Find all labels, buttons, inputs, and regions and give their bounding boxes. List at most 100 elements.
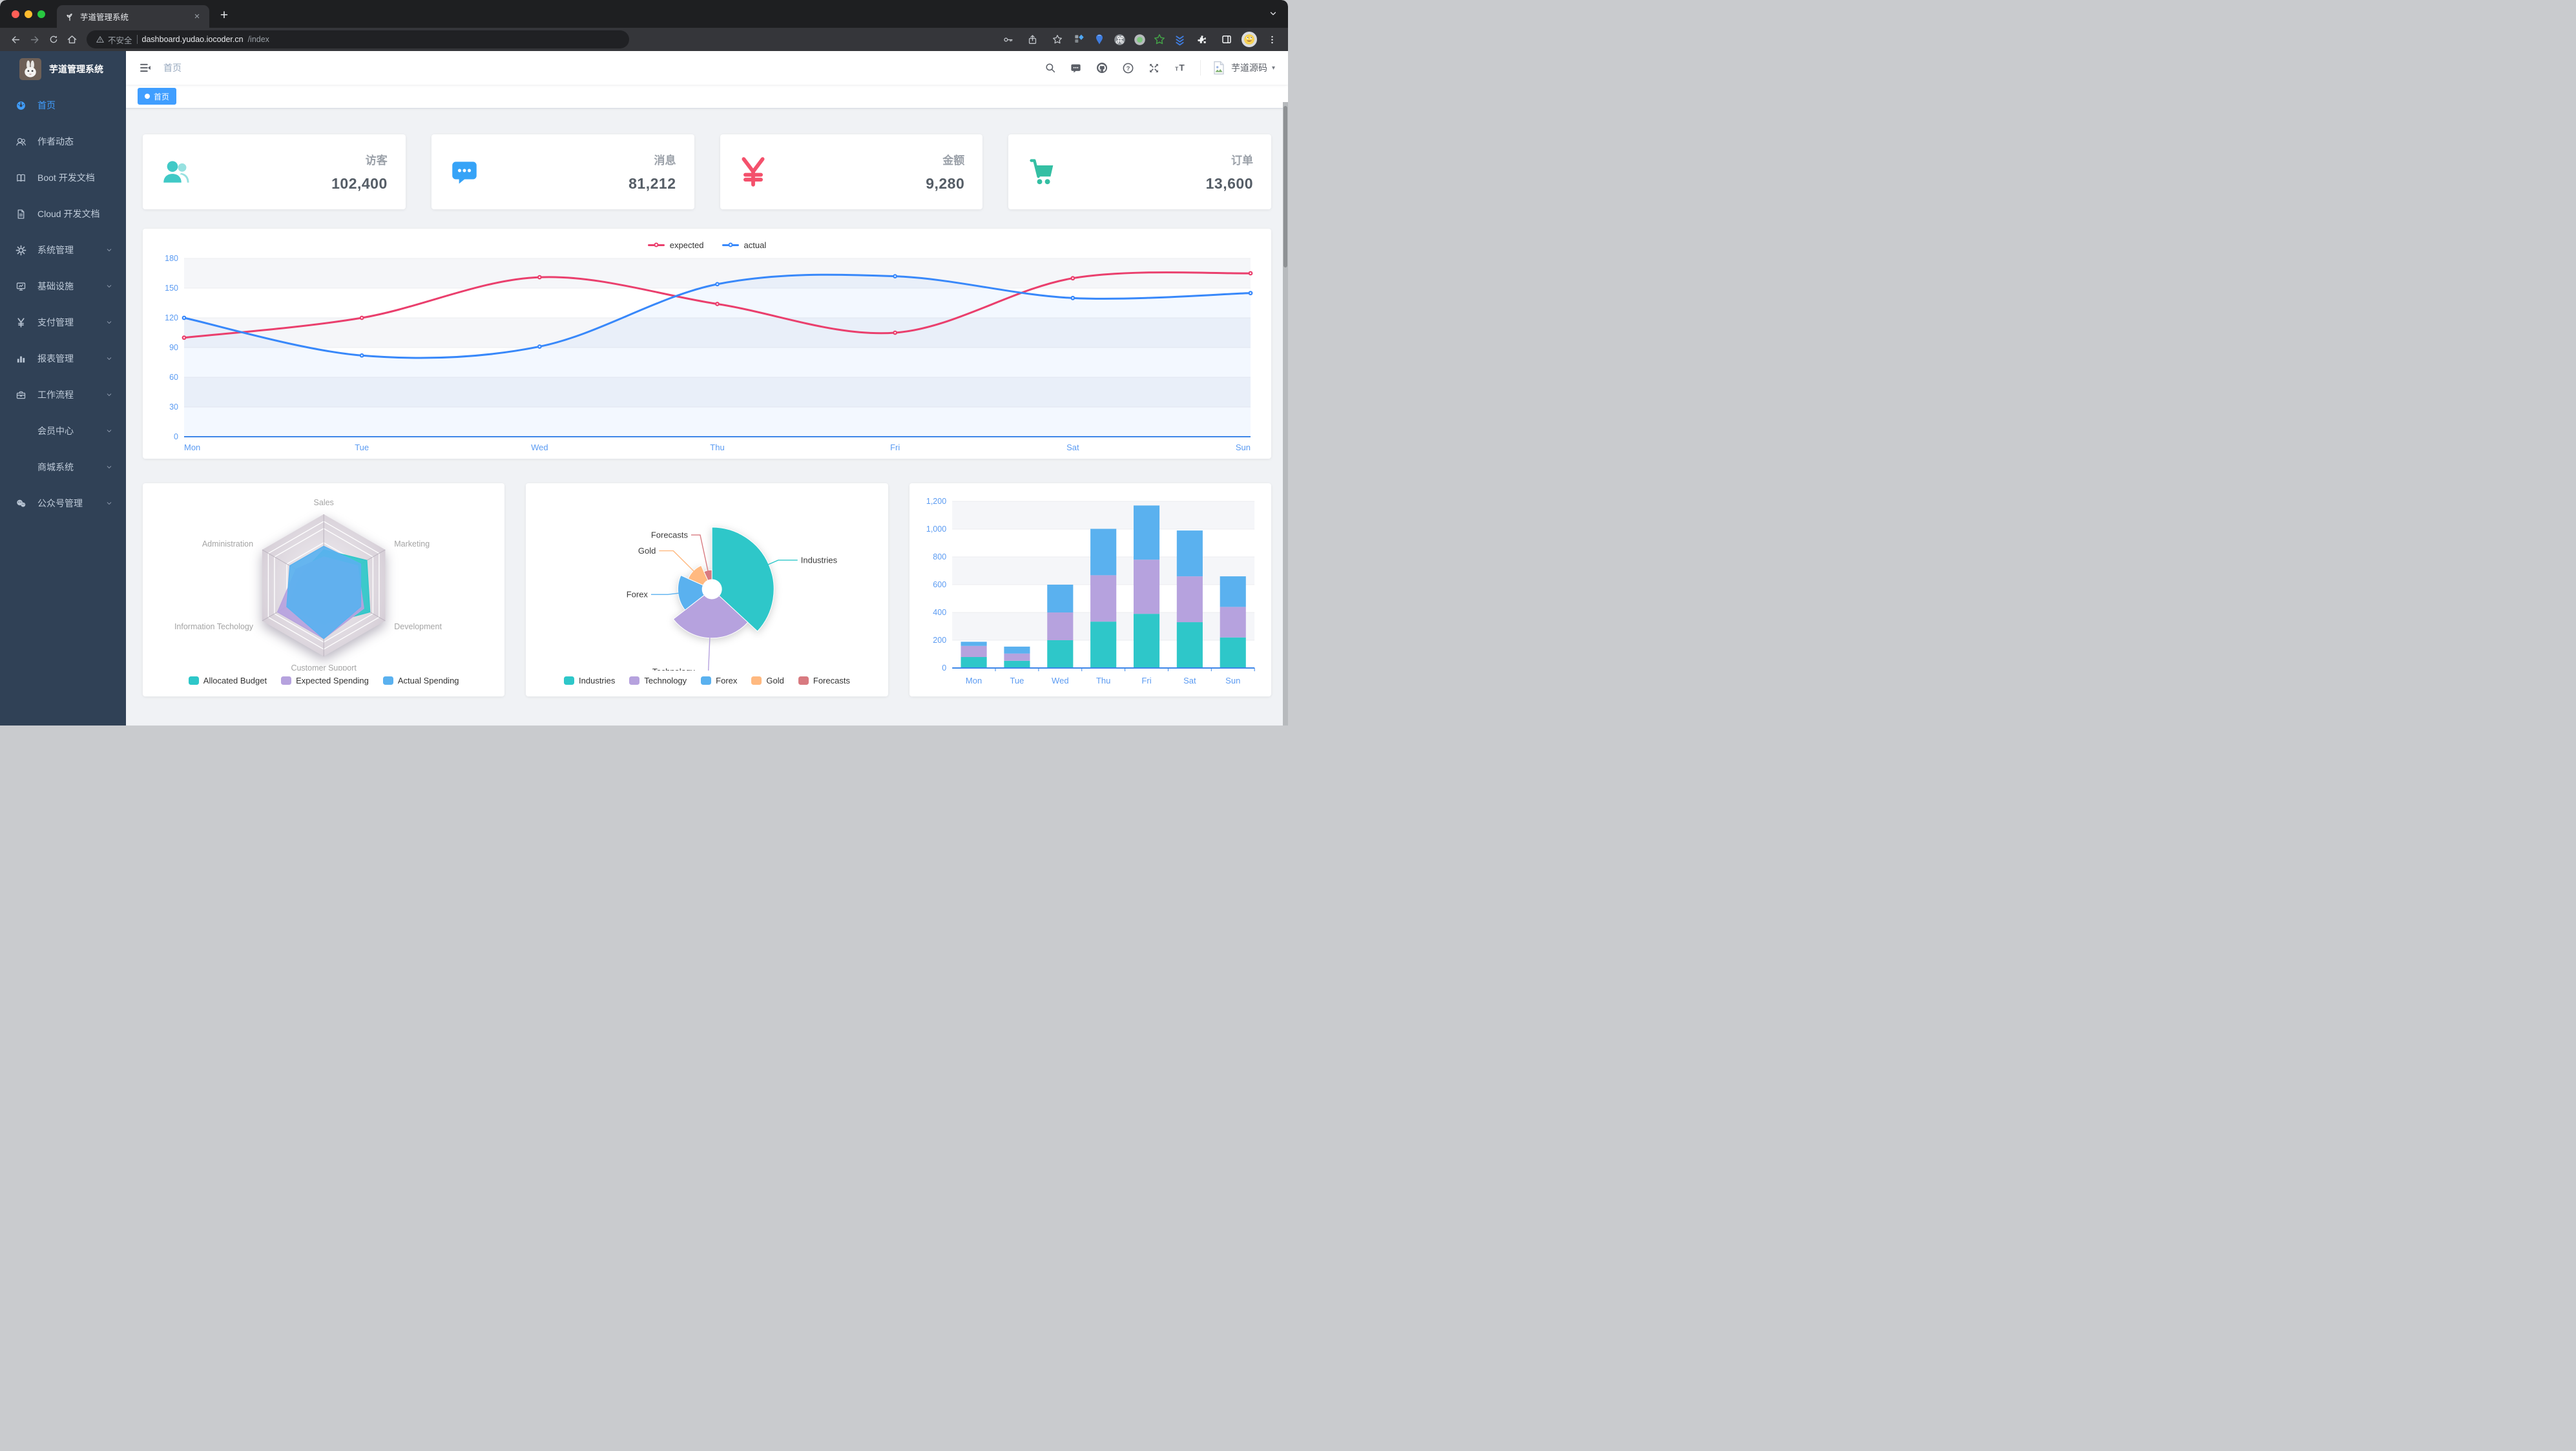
- reload-button[interactable]: [44, 30, 63, 49]
- search-icon[interactable]: [1044, 62, 1056, 74]
- chevron-down-icon: [105, 282, 113, 290]
- sidebar-item-boot-docs[interactable]: Boot 开发文档: [0, 160, 126, 196]
- window-close-button[interactable]: [12, 10, 19, 18]
- svg-text:120: 120: [165, 313, 178, 322]
- password-key-icon[interactable]: [999, 30, 1017, 49]
- legend-item-forex[interactable]: Forex: [701, 676, 737, 685]
- legend-item-industries[interactable]: Industries: [564, 676, 615, 685]
- sidebar-item-payment[interactable]: 支付管理: [0, 304, 126, 340]
- browser-chrome: 芋道管理系统 × + 不安全 dashboard.yudao.iocoder.c…: [0, 0, 1288, 51]
- extensions-puzzle-icon[interactable]: [1192, 30, 1211, 49]
- legend-item-technology[interactable]: Technology: [629, 676, 687, 685]
- stat-card-visitors[interactable]: 访客 102,400: [143, 134, 406, 209]
- svg-text:0: 0: [942, 663, 946, 673]
- sidebar-item-workflow[interactable]: 工作流程: [0, 377, 126, 413]
- browser-profile-avatar[interactable]: [1241, 32, 1257, 47]
- tab-search-chevron-icon[interactable]: [1269, 9, 1278, 21]
- legend-item-allocated-budget[interactable]: Allocated Budget: [188, 676, 267, 685]
- svg-text:180: 180: [165, 254, 178, 263]
- bookmark-star-icon[interactable]: [1048, 30, 1066, 49]
- window-zoom-button[interactable]: [37, 10, 45, 18]
- svg-text:T: T: [1175, 66, 1178, 72]
- line-chart: 0 30 60 90 120 150 180 Mon Tue Wed Thu Fri Sat Sun: [165, 254, 1253, 452]
- extension-grid-icon[interactable]: [1072, 32, 1086, 47]
- window-minimize-button[interactable]: [25, 10, 32, 18]
- legend-item-actual[interactable]: actual: [722, 240, 766, 250]
- sidebar-item-home[interactable]: 首页: [0, 87, 126, 123]
- chevron-down-icon: [105, 355, 113, 362]
- stats-row: 访客 102,400 消息 81,212 金额 9,280 订单 13,600: [143, 134, 1271, 209]
- not-secure-indicator[interactable]: 不安全: [96, 34, 132, 46]
- help-icon[interactable]: ?: [1122, 62, 1134, 74]
- hamburger-icon[interactable]: [139, 61, 152, 74]
- breadcrumb[interactable]: 首页: [163, 63, 182, 73]
- extension-recorder-icon[interactable]: [1132, 32, 1147, 47]
- fullscreen-icon[interactable]: [1148, 62, 1160, 74]
- dashboard-icon: [14, 100, 27, 111]
- share-icon[interactable]: [1023, 30, 1042, 49]
- sidebar-item-infra[interactable]: 基础设施: [0, 268, 126, 304]
- url-bar[interactable]: 不安全 dashboard.yudao.iocoder.cn/index: [87, 30, 629, 48]
- sidebar-item-label: 公众号管理: [37, 498, 83, 508]
- sidebar-logo[interactable]: 芋道管理系统: [0, 51, 126, 87]
- svg-text:90: 90: [169, 343, 178, 352]
- sidebar-item-system[interactable]: 系统管理: [0, 232, 126, 268]
- back-button[interactable]: [6, 30, 25, 49]
- svg-text:Thu: Thu: [1096, 676, 1110, 685]
- sidebar-item-mall[interactable]: 商城系统: [0, 449, 126, 485]
- message-icon[interactable]: [1070, 62, 1082, 74]
- svg-text:600: 600: [933, 580, 946, 589]
- chevron-down-icon: [105, 463, 113, 471]
- legend-item-actual-spending[interactable]: Actual Spending: [382, 676, 459, 685]
- github-icon[interactable]: [1096, 61, 1108, 74]
- monitor-icon: [14, 281, 27, 292]
- scrollbar-thumb[interactable]: [1283, 106, 1287, 267]
- browser-tab[interactable]: 芋道管理系统 ×: [57, 5, 209, 28]
- forward-button[interactable]: [25, 30, 44, 49]
- legend-item-gold[interactable]: Gold: [751, 676, 784, 685]
- bottom-charts-row: Sales Administration Information Techology…: [143, 483, 1271, 696]
- svg-text:Administration: Administration: [202, 539, 253, 548]
- chevron-down-icon: [105, 499, 113, 507]
- extension-balloon-icon[interactable]: [1092, 32, 1106, 47]
- document-icon: [14, 209, 27, 220]
- stat-card-orders[interactable]: 订单 13,600: [1008, 134, 1271, 209]
- svg-text:Industries: Industries: [801, 556, 838, 565]
- wechat-icon: [14, 498, 27, 509]
- sidebar-item-member[interactable]: 会员中心: [0, 413, 126, 449]
- new-tab-button[interactable]: +: [220, 8, 229, 23]
- chart-bar-icon: [14, 353, 27, 364]
- chevron-down-icon: ▾: [1271, 64, 1275, 72]
- browser-menu-icon[interactable]: [1263, 30, 1282, 49]
- line-chart-card: expected actual 0 30 60 90 120 150 180 Mon Tue Wed…: [143, 229, 1271, 459]
- sidebar: 芋道管理系统 首页 作者动态 Boot 开发文档 Cloud 开发文档 系统管理 基础设施…: [0, 51, 126, 725]
- book-icon: [14, 172, 27, 183]
- legend-item-forecasts[interactable]: Forecasts: [798, 676, 850, 685]
- side-panel-icon[interactable]: [1217, 30, 1236, 49]
- svg-text:?: ?: [1127, 65, 1130, 71]
- tab-close-icon[interactable]: ×: [194, 11, 200, 22]
- svg-text:Wed: Wed: [1052, 676, 1069, 685]
- legend-item-expected[interactable]: expected: [647, 240, 704, 250]
- tag-home[interactable]: 首页: [138, 88, 177, 105]
- extension-chevrons-icon[interactable]: [1172, 32, 1187, 47]
- url-host: dashboard.yudao.iocoder.cn: [141, 35, 244, 44]
- radar-chart-card: Sales Administration Information Techology…: [143, 483, 505, 696]
- extension-star-icon[interactable]: [1152, 32, 1167, 47]
- sidebar-item-author-news[interactable]: 作者动态: [0, 123, 126, 160]
- legend-item-expected-spending[interactable]: Expected Spending: [281, 676, 369, 685]
- svg-text:Fri: Fri: [1141, 676, 1151, 685]
- home-button[interactable]: [63, 30, 81, 49]
- stat-card-messages[interactable]: 消息 81,212: [431, 134, 694, 209]
- extension-command-icon[interactable]: [1112, 32, 1127, 47]
- svg-text:Sun: Sun: [1225, 676, 1240, 685]
- sidebar-item-cloud-docs[interactable]: Cloud 开发文档: [0, 196, 126, 232]
- radar-chart: Sales Administration Information Techology…: [174, 498, 442, 671]
- user-dropdown[interactable]: 芋道源码 ▾: [1200, 60, 1275, 76]
- sidebar-item-report[interactable]: 报表管理: [0, 340, 126, 377]
- stat-card-amount[interactable]: 金额 9,280: [720, 134, 983, 209]
- sidebar-item-mp[interactable]: 公众号管理: [0, 485, 126, 521]
